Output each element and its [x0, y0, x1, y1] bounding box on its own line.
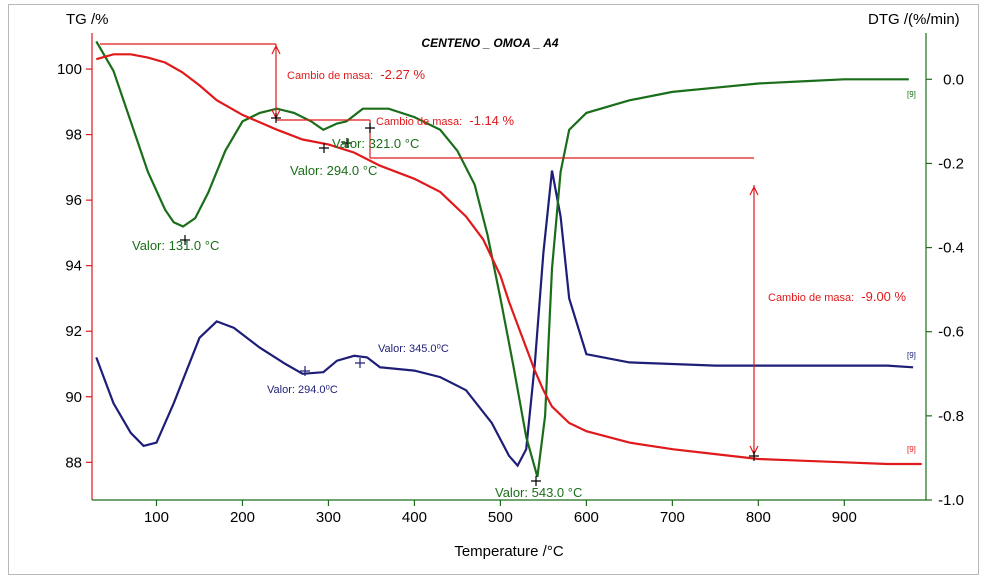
right-y-ticks: 0.0 -0.2 -0.4 -0.6 -0.8 -1.0: [926, 71, 964, 509]
peak-label-294: Valor: 294.0 °C: [290, 163, 377, 178]
x-tick-label: 300: [316, 509, 341, 526]
mass-change-2-label: Cambio de masa:: [376, 116, 462, 128]
left-axis-title: TG /%: [66, 11, 109, 28]
peak-label-131: Valor: 131.0 °C: [132, 238, 219, 253]
left-y-tick-label: 100: [57, 61, 82, 78]
tag-tg: [9]: [907, 445, 916, 454]
left-y-tick-label: 98: [65, 127, 82, 144]
chart-frame: [8, 4, 979, 575]
tag-third: [9]: [907, 351, 916, 360]
mass-change-2: Cambio de masa: -1.14 %: [376, 113, 515, 128]
x-ticks: 100 200 300 400 500 600 700 800 900: [144, 500, 857, 526]
left-y-tick-label: 94: [65, 258, 82, 275]
right-y-tick-label: -0.8: [938, 408, 964, 425]
left-y-ticks: 88 90 92 94 96 98 100: [57, 61, 92, 471]
x-tick-label: 900: [832, 509, 857, 526]
series-line-third: [95, 170, 914, 468]
right-y-tick-label: -1.0: [938, 492, 964, 509]
series-line-dtg: [95, 40, 909, 478]
third-label-294: Valor: 294.0⁰C: [267, 384, 338, 396]
mass-change-1: Cambio de masa: -2.27 %: [287, 67, 426, 82]
mass-change-2-value: -1.14 %: [469, 113, 514, 128]
mass-change-1-label: Cambio de masa:: [287, 70, 373, 82]
left-y-tick-label: 92: [65, 323, 82, 340]
markers: [180, 113, 759, 486]
x-tick-label: 600: [574, 509, 599, 526]
right-y-tick-label: -0.2: [938, 155, 964, 172]
right-y-tick-label: -0.6: [938, 324, 964, 341]
right-y-tick-label: 0.0: [943, 71, 964, 88]
x-axis-title: Temperature /°C: [454, 543, 564, 560]
mass-change-3: Cambio de masa: -9.00 %: [768, 289, 907, 304]
peak-label-543: Valor: 543.0 °C: [495, 485, 582, 500]
x-tick-label: 100: [144, 509, 169, 526]
left-y-tick-label: 90: [65, 389, 82, 406]
x-tick-label: 400: [402, 509, 427, 526]
right-axis-title: DTG /(%/min): [868, 11, 960, 28]
tag-dtg: [9]: [907, 90, 916, 99]
third-label-345: Valor: 345.0⁰C: [378, 343, 449, 355]
left-y-tick-label: 88: [65, 454, 82, 471]
mass-change-1-value: -2.27 %: [380, 67, 425, 82]
left-y-tick-label: 96: [65, 192, 82, 209]
mass-change-3-label: Cambio de masa:: [768, 292, 854, 304]
chart-title: CENTENO _ OMOA _ A4: [421, 36, 558, 50]
right-y-tick-label: -0.4: [938, 240, 964, 257]
series-line-tg: [95, 53, 922, 466]
peak-label-321: Valor: 321.0 °C: [332, 136, 419, 151]
mass-change-3-value: -9.00 %: [861, 289, 906, 304]
x-tick-label: 800: [746, 509, 771, 526]
x-tick-label: 500: [488, 509, 513, 526]
x-tick-label: 200: [230, 509, 255, 526]
x-tick-label: 700: [660, 509, 685, 526]
